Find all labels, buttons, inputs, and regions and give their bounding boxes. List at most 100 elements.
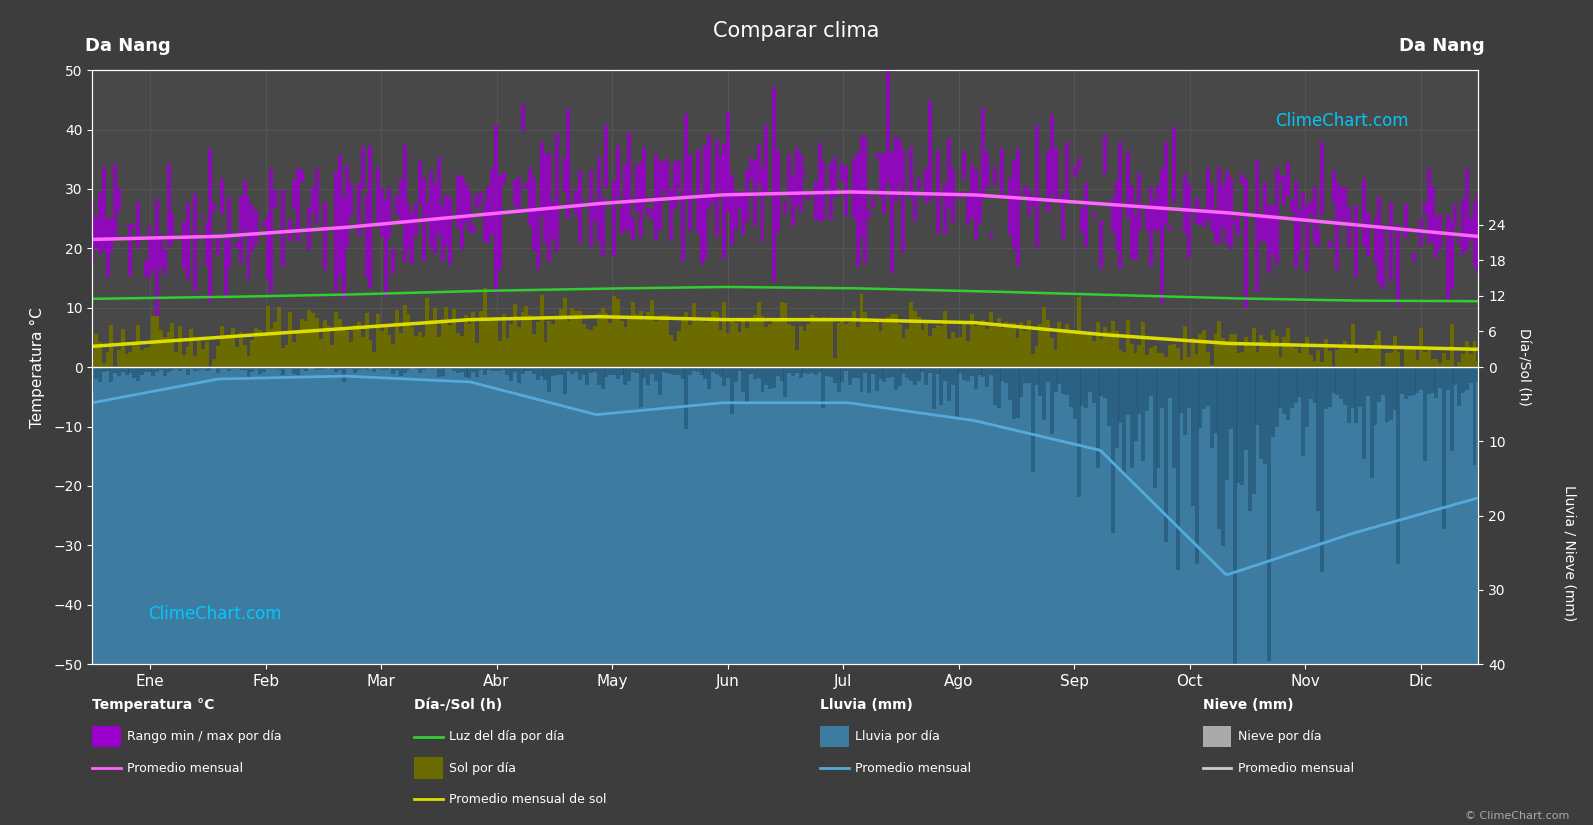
Bar xyxy=(357,322,362,367)
Bar xyxy=(1335,367,1340,395)
Bar xyxy=(718,156,723,191)
Bar xyxy=(425,367,430,369)
Bar xyxy=(1066,367,1069,394)
Bar xyxy=(1397,367,1400,563)
Bar xyxy=(99,193,102,254)
Bar xyxy=(795,147,798,205)
Bar xyxy=(349,342,354,367)
Bar xyxy=(1164,367,1168,542)
Bar xyxy=(228,367,231,371)
Bar xyxy=(231,367,236,369)
Bar xyxy=(749,367,753,374)
Bar xyxy=(792,367,795,375)
Bar xyxy=(155,367,159,372)
Bar xyxy=(765,367,768,385)
Bar xyxy=(726,332,730,367)
Bar xyxy=(795,367,798,373)
Bar xyxy=(940,326,943,367)
Bar xyxy=(954,338,959,367)
Bar xyxy=(456,333,460,367)
Bar xyxy=(943,310,948,367)
Bar xyxy=(1053,367,1058,392)
Bar xyxy=(1442,353,1446,367)
Bar xyxy=(1416,367,1419,393)
Bar xyxy=(612,180,616,257)
Bar xyxy=(1466,169,1469,250)
Bar xyxy=(981,319,986,367)
Bar xyxy=(1278,356,1282,367)
Bar xyxy=(1431,367,1435,393)
Bar xyxy=(132,345,137,367)
Bar xyxy=(1209,367,1214,448)
Bar xyxy=(1282,367,1286,414)
Bar xyxy=(1297,353,1301,367)
Bar xyxy=(513,304,518,367)
Bar xyxy=(91,198,94,266)
Bar xyxy=(406,205,411,248)
Bar xyxy=(628,131,631,232)
Bar xyxy=(620,367,623,375)
Bar xyxy=(198,341,201,367)
Bar xyxy=(1309,200,1313,215)
Bar xyxy=(220,179,225,214)
Bar xyxy=(833,358,836,367)
Bar xyxy=(773,318,776,367)
Bar xyxy=(102,364,105,367)
Bar xyxy=(1157,353,1160,367)
Bar xyxy=(1431,187,1435,243)
Bar xyxy=(601,367,605,389)
Bar xyxy=(1118,351,1123,367)
Bar xyxy=(398,367,403,376)
Bar xyxy=(551,367,554,376)
Bar xyxy=(135,325,140,367)
Bar xyxy=(395,196,398,214)
Bar xyxy=(1058,367,1061,384)
Bar xyxy=(792,326,795,367)
Bar xyxy=(178,367,182,370)
Bar xyxy=(1020,367,1023,398)
Bar xyxy=(143,367,148,372)
Bar xyxy=(879,332,883,367)
Bar xyxy=(935,367,940,374)
Bar xyxy=(365,367,368,370)
Bar xyxy=(1340,348,1343,367)
Bar xyxy=(1061,194,1066,239)
Bar xyxy=(277,367,280,370)
Bar xyxy=(436,158,441,233)
Bar xyxy=(425,203,430,217)
Bar xyxy=(585,367,589,385)
Bar xyxy=(798,326,803,367)
Bar xyxy=(1332,367,1335,393)
Bar xyxy=(392,344,395,367)
Bar xyxy=(1168,345,1172,367)
Bar xyxy=(1343,367,1348,405)
Bar xyxy=(631,367,636,372)
Bar xyxy=(315,367,319,370)
Bar xyxy=(890,367,894,377)
Bar xyxy=(384,367,387,370)
Bar xyxy=(1145,367,1149,411)
Bar xyxy=(1061,367,1066,394)
Bar xyxy=(494,317,499,367)
Bar xyxy=(1153,367,1157,488)
Bar xyxy=(1145,205,1149,229)
Bar xyxy=(1000,148,1004,200)
Bar xyxy=(1115,331,1118,367)
Bar xyxy=(116,188,121,210)
Bar xyxy=(124,367,129,375)
Bar xyxy=(573,311,578,367)
Bar xyxy=(836,367,841,393)
Bar xyxy=(1176,348,1179,367)
Bar xyxy=(1126,151,1129,219)
Bar xyxy=(148,347,151,367)
Bar xyxy=(159,235,162,268)
Bar xyxy=(1313,361,1316,367)
Bar xyxy=(379,189,384,237)
Bar xyxy=(167,164,170,248)
Bar xyxy=(973,326,978,367)
Bar xyxy=(1168,367,1172,398)
Bar xyxy=(151,367,155,376)
Bar xyxy=(497,367,502,371)
Bar xyxy=(1359,367,1362,407)
Bar xyxy=(452,309,456,367)
